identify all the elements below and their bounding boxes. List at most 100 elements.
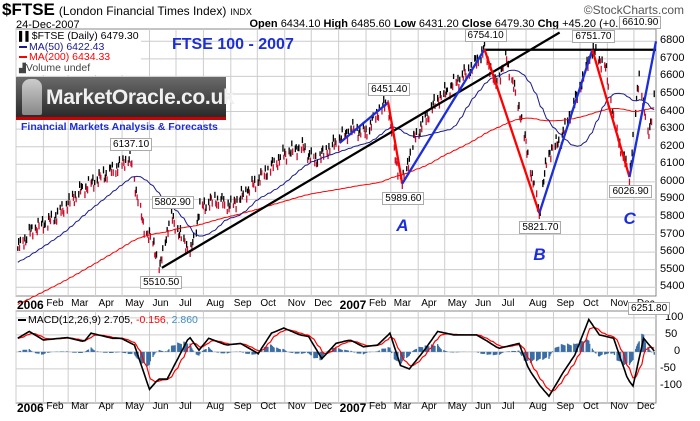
macd-x-tick-label: 2007 xyxy=(339,401,367,415)
macd-x-tick-label: Feb xyxy=(46,401,64,412)
macd-value: 2.705 xyxy=(103,314,131,326)
macd-x-tick-label: Nov xyxy=(610,401,629,412)
trendline-red xyxy=(387,102,404,184)
macd-signal-line xyxy=(17,326,655,392)
exchange: INDX xyxy=(230,7,252,17)
macd-x-tick-label: May xyxy=(125,401,144,412)
logo-stripe xyxy=(16,117,226,120)
macd-swatch xyxy=(18,319,26,322)
macd-y-tick-label: -50 xyxy=(660,361,676,374)
signal-value: , -0.156 xyxy=(130,314,166,326)
macd-y-tick-label: 0 xyxy=(674,344,681,357)
price-annotation: 5802.90 xyxy=(151,196,194,210)
price-annotation: 6137.10 xyxy=(110,137,153,151)
wave-label-A: A xyxy=(396,215,409,235)
macd-x-tick-label: May xyxy=(447,401,467,412)
open-label: Open xyxy=(249,18,278,30)
bar-icon: ▌▌ xyxy=(19,31,32,41)
y-tick-label: 6400 xyxy=(660,104,685,117)
low-label: Low xyxy=(393,18,416,30)
macd-x-tick-label: Aug xyxy=(206,401,225,412)
marketoracle-logo[interactable]: MarketOracle.co.uk Financial Markets Ana… xyxy=(16,77,235,133)
hist-value: , 2.860 xyxy=(165,314,198,326)
x-tick-label: Feb xyxy=(46,298,64,309)
statue-icon xyxy=(22,79,42,115)
macd-title: MACD(12,26,9) xyxy=(28,314,101,326)
macd-x-tick-label: Jun xyxy=(475,401,492,412)
macd-x-tick-label: Oct xyxy=(260,401,276,412)
x-tick-label: Mar xyxy=(71,298,89,309)
y-tick-label: 6100 xyxy=(660,157,685,170)
x-tick-label: Jul xyxy=(501,298,515,309)
macd-y-tick-label: 50 xyxy=(665,327,678,340)
macd-x-tick-label: Sep xyxy=(556,401,575,412)
macd-x-tick-label: Jul xyxy=(179,401,192,412)
chart-title: FTSE 100 - 2007 xyxy=(172,36,294,53)
x-tick-label: Dec xyxy=(314,298,333,309)
x-tick-label: Jun xyxy=(475,298,492,309)
y-tick-label: 6800 xyxy=(660,34,685,47)
wave-label-B: B xyxy=(533,245,546,265)
x-tick-label: Mar xyxy=(393,298,412,309)
legend-volume-text: Volume undef xyxy=(25,61,91,74)
y-tick-label: 5800 xyxy=(660,209,685,222)
price-annotation: 6751.70 xyxy=(572,29,615,43)
high-label: High xyxy=(323,18,348,30)
price-annotation: 6610.90 xyxy=(619,15,662,29)
legend-ma50: MA(50) 6422.43 xyxy=(19,40,139,53)
legend-volume: ▟Volume undef xyxy=(19,61,139,74)
macd-x-tick-label: Dec xyxy=(636,401,655,412)
trendline-blue xyxy=(628,41,658,178)
y-tick-label: 5400 xyxy=(660,280,685,293)
x-tick-label: Sep xyxy=(556,298,575,309)
y-tick-label: 6300 xyxy=(660,122,685,135)
copyright[interactable]: ©StockCharts.com xyxy=(583,3,684,17)
close-label: Close xyxy=(461,18,492,30)
price-annotation: 5821.70 xyxy=(519,221,562,235)
trendline-blue xyxy=(338,101,389,144)
x-tick-label: Oct xyxy=(582,298,599,309)
x-tick-label: Oct xyxy=(260,298,276,309)
macd-x-tick-label: Feb xyxy=(369,401,387,412)
logo-tagline: Financial Markets Analysis & Forecasts xyxy=(21,121,218,133)
y-tick-label: 6200 xyxy=(660,139,685,152)
macd-x-tick-label: Oct xyxy=(582,401,599,412)
trendline-red xyxy=(483,48,541,214)
x-tick-label: May xyxy=(125,298,144,309)
macd-x-tick-label: Apr xyxy=(98,401,115,412)
y-tick-label: 5900 xyxy=(660,192,685,205)
trendline-black xyxy=(161,31,561,269)
quote-date: 24-Dec-2007 xyxy=(16,19,80,31)
x-tick-label: Nov xyxy=(287,298,306,309)
macd-x-tick-label: Dec xyxy=(314,401,333,412)
trendline-blue xyxy=(538,49,594,214)
legend-ma50-text: MA(50) 6422.43 xyxy=(29,40,105,53)
price-annotation: 5510.50 xyxy=(140,275,183,289)
x-tick-label: Aug xyxy=(529,298,547,309)
x-tick-label: Apr xyxy=(421,298,437,309)
y-tick-label: 5700 xyxy=(660,227,685,240)
high-value: 6485.60 xyxy=(351,18,391,30)
x-tick-label: Aug xyxy=(206,298,225,309)
macd-y-tick-label: -100 xyxy=(660,378,683,391)
logo-brand: MarketOracle.co.uk xyxy=(46,86,235,109)
y-tick-label: 6000 xyxy=(660,174,685,187)
legend-price: ▌▌$FTSE (Daily) 6479.30 xyxy=(19,31,139,42)
macd-x-tick-label: 2006 xyxy=(17,401,44,415)
low-value: 6431.20 xyxy=(418,18,459,30)
symbol-name: (London Financial Times Index) xyxy=(58,4,227,18)
y-tick-label: 6700 xyxy=(660,51,685,64)
volume-icon: ▟ xyxy=(19,62,26,73)
trendline-red xyxy=(591,49,631,178)
symbol: $FTSE xyxy=(2,0,55,19)
trendline-blue xyxy=(401,48,486,185)
y-tick-label: 5500 xyxy=(660,262,685,275)
macd-x-tick-label: Nov xyxy=(287,401,306,412)
macd-legend: MACD(12,26,9) 2.705, -0.156, 2.860 xyxy=(18,314,198,326)
y-tick-label: 6500 xyxy=(660,86,685,99)
title-row: $FTSE (London Financial Times Index) IND… xyxy=(2,0,252,20)
x-tick-label: Jul xyxy=(179,298,192,309)
x-tick-label: Jun xyxy=(152,298,169,309)
x-tick-label: Nov xyxy=(610,298,629,309)
price-annotation: 5989.60 xyxy=(382,191,425,205)
